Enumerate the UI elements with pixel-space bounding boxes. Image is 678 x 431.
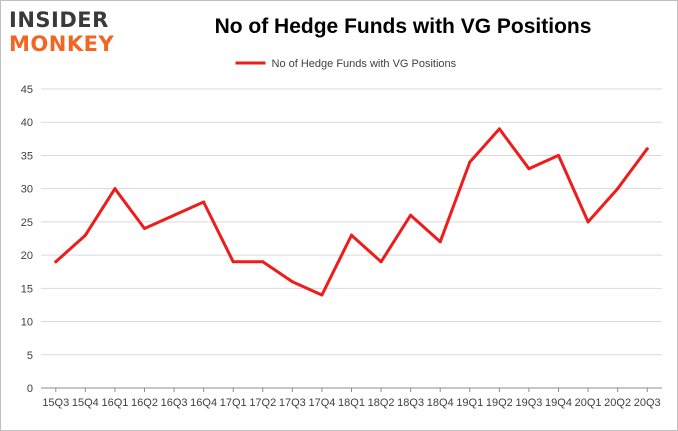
x-tick-label: 20Q2: [604, 397, 631, 409]
x-tick-label: 20Q3: [634, 397, 661, 409]
x-tick-label: 16Q3: [161, 397, 188, 409]
legend-label: No of Hedge Funds with VG Positions: [272, 58, 457, 70]
data-point: [320, 293, 324, 297]
legend: No of Hedge Funds with VG Positions: [235, 58, 457, 70]
x-tick-label: 19Q2: [486, 397, 513, 409]
x-tick-label: 16Q4: [190, 397, 217, 409]
x-tick-label: 15Q3: [42, 397, 69, 409]
x-tick-label: 16Q2: [131, 397, 158, 409]
data-point: [497, 127, 501, 131]
data-point: [113, 187, 117, 191]
x-tick-label: 17Q3: [279, 397, 306, 409]
logo-line-2: MONKEY: [9, 32, 115, 56]
data-point: [616, 187, 620, 191]
x-tick-label: 20Q1: [575, 397, 602, 409]
data-point: [468, 160, 472, 164]
data-point: [83, 233, 87, 237]
y-tick-label: 5: [27, 350, 33, 362]
data-point: [557, 153, 560, 157]
y-tick-label: 15: [21, 283, 33, 295]
x-tick-label: 18Q3: [397, 397, 424, 409]
x-tick-label: 19Q4: [545, 397, 572, 409]
y-tick-label: 25: [21, 217, 33, 229]
data-point: [645, 147, 649, 151]
data-point: [379, 260, 383, 264]
y-tick-label: 45: [21, 84, 33, 96]
y-tick-label: 40: [21, 117, 33, 129]
data-point: [54, 260, 58, 264]
x-tick-label: 19Q1: [456, 397, 483, 409]
data-point: [202, 200, 206, 204]
x-tick-label: 17Q4: [308, 397, 335, 409]
data-point: [586, 220, 590, 224]
x-tick-label: 18Q4: [427, 397, 454, 409]
data-point: [261, 260, 265, 264]
chart-title: No of Hedge Funds with VG Positions: [214, 15, 592, 38]
y-tick-label: 0: [27, 383, 33, 395]
insider-monkey-logo: INSIDER MONKEY: [9, 7, 129, 57]
x-tick-label: 16Q1: [101, 397, 128, 409]
x-axis-ticks: 15Q3 15Q4 16Q1 16Q2 16Q3 16Q4 17Q1 17Q2 17Q3 17Q4…: [42, 388, 661, 409]
data-point: [172, 213, 176, 217]
data-point: [438, 240, 442, 244]
data-point: [231, 260, 235, 264]
y-tick-label: 20: [21, 250, 33, 262]
series-group: [54, 127, 649, 297]
y-axis-ticks: 0 5 10 15 20 25 30 35 40 45: [21, 84, 33, 395]
data-point: [350, 233, 353, 237]
x-tick-label: 18Q2: [368, 397, 395, 409]
x-tick-label: 17Q1: [220, 397, 247, 409]
data-point: [409, 213, 413, 217]
x-tick-label: 19Q3: [515, 397, 542, 409]
series-line: [54, 127, 649, 297]
data-point: [143, 227, 146, 231]
data-point: [527, 167, 531, 171]
x-tick-label: 15Q4: [72, 397, 99, 409]
y-tick-label: 10: [21, 317, 33, 329]
y-tick-label: 35: [21, 150, 33, 162]
y-tick-label: 30: [21, 184, 33, 196]
logo-line-1: INSIDER: [9, 8, 109, 32]
data-point: [290, 280, 294, 284]
x-tick-label: 17Q2: [249, 397, 276, 409]
x-tick-label: 18Q1: [338, 397, 365, 409]
